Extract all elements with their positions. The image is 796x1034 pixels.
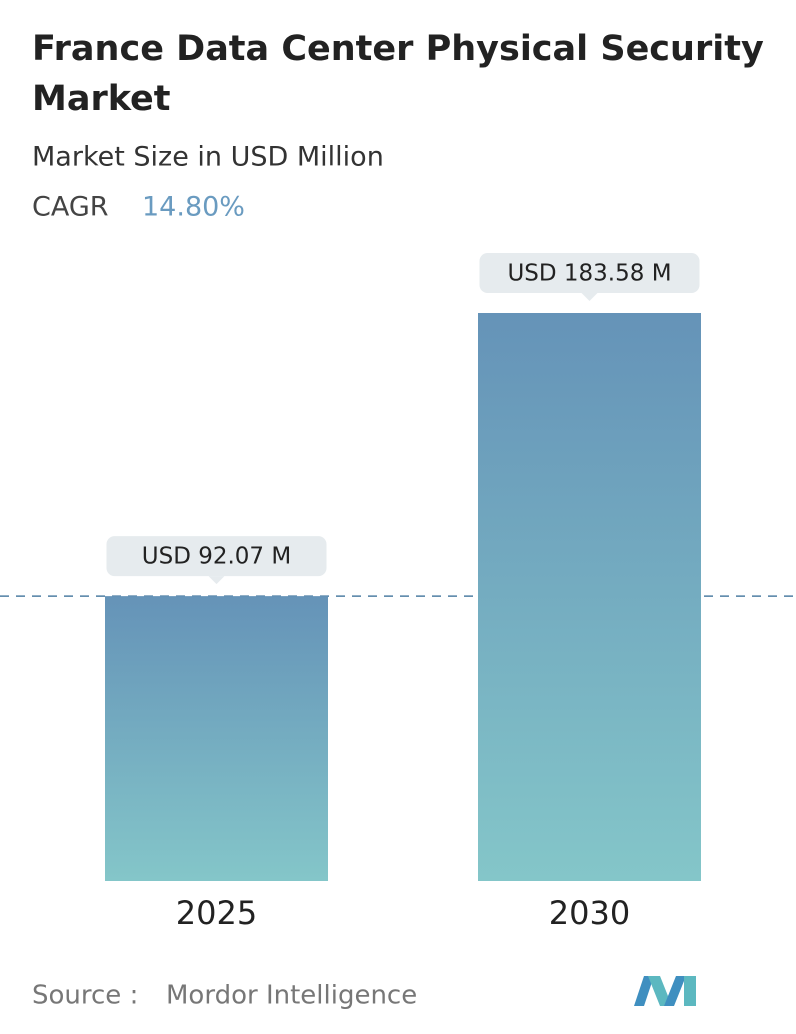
label-box (106, 536, 327, 577)
label-pointer (581, 293, 598, 301)
data-label: USD 183.58 M (507, 261, 671, 287)
bar (105, 596, 328, 881)
data-label: USD 92.07 M (142, 544, 291, 570)
source-label: Source : (32, 981, 138, 1011)
label-pointer (208, 576, 225, 585)
chart-subtitle: Market Size in USD Million (32, 142, 384, 173)
chart-title: France Data Center Physical Security (32, 29, 764, 69)
x-tick-label: 2025 (176, 894, 257, 932)
source: Mordor Intelligence (166, 981, 417, 1011)
label-box (479, 253, 700, 293)
bar (478, 313, 701, 881)
cagr-value: 14.80% (142, 192, 245, 223)
chart-title: Market (32, 79, 171, 119)
cagr-label: CAGR (32, 192, 109, 223)
x-tick-label: 2030 (549, 894, 630, 932)
logo (634, 976, 696, 1006)
